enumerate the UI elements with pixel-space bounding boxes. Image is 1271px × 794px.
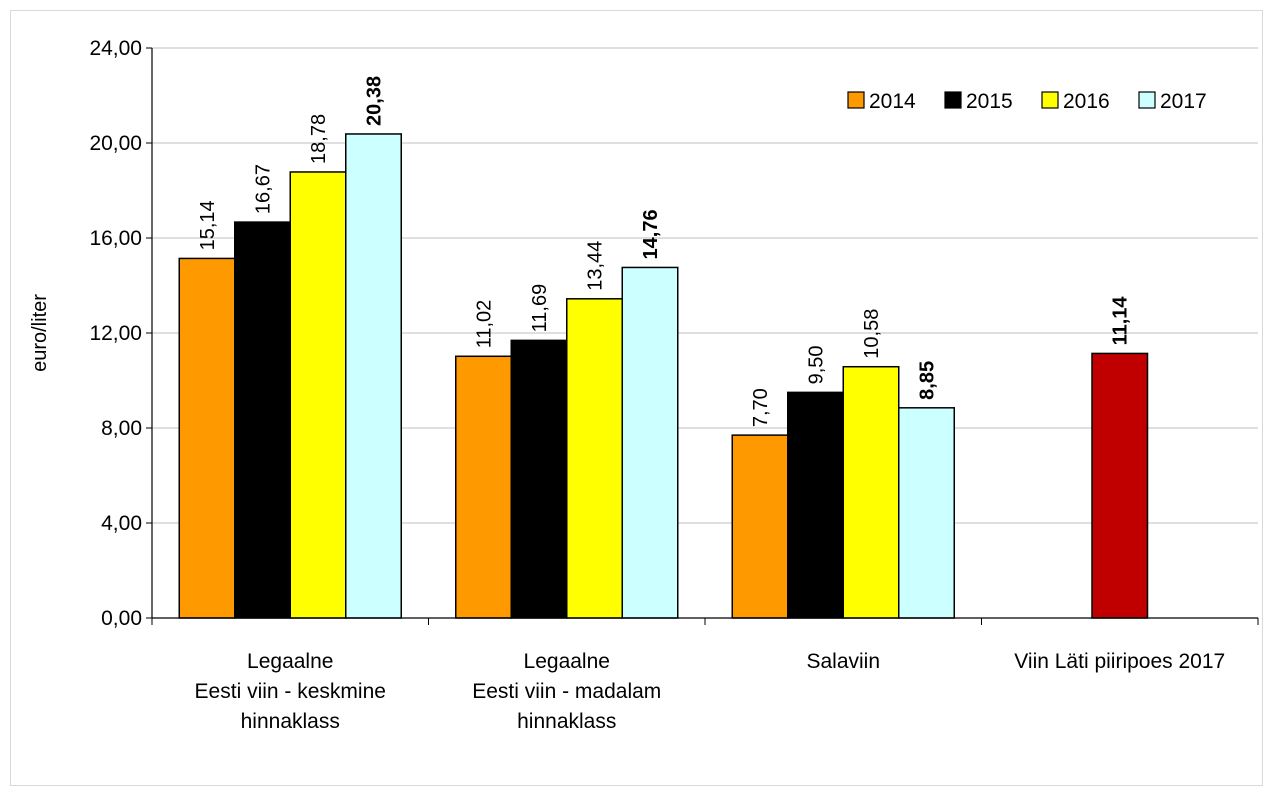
y-tick-label: 4,00 bbox=[101, 512, 142, 535]
x-category-label: Viin Läti piiripoes 2017 bbox=[1014, 650, 1225, 673]
data-label: 8,85 bbox=[917, 361, 939, 400]
bar-2016 bbox=[289, 171, 347, 619]
bar-latvia-2017 bbox=[1091, 352, 1149, 619]
data-label: 10,58 bbox=[861, 309, 883, 359]
legend-label: 2016 bbox=[1063, 90, 1110, 113]
bar-2015 bbox=[234, 221, 291, 619]
data-label: 11,02 bbox=[474, 300, 496, 349]
legend-swatch-2015 bbox=[944, 91, 962, 109]
axes: 0,00 4,00 8,00 12,00 16,00 20,00 24,00 Legaalne… bbox=[89, 37, 1259, 733]
bar-2014 bbox=[455, 355, 512, 619]
legend-swatch-2016 bbox=[1041, 91, 1059, 109]
y-tick-label: 24,00 bbox=[89, 37, 142, 60]
bar-2017 bbox=[898, 407, 955, 619]
data-label: 7,70 bbox=[750, 388, 772, 427]
y-tick-label: 20,00 bbox=[89, 132, 142, 155]
y-tick-label: 0,00 bbox=[101, 607, 142, 630]
bar-2017 bbox=[621, 266, 679, 619]
data-label: 18,78 bbox=[308, 114, 330, 164]
data-label: 14,76 bbox=[640, 209, 662, 259]
bar-2016 bbox=[842, 365, 900, 619]
bar-2015 bbox=[510, 339, 568, 619]
bar-2015 bbox=[787, 391, 844, 619]
bars bbox=[178, 133, 1149, 619]
data-label: 13,44 bbox=[585, 241, 607, 291]
data-label: 11,69 bbox=[529, 284, 551, 333]
x-category-label: Legaalne bbox=[524, 650, 610, 673]
x-category-label: Salaviin bbox=[806, 650, 880, 673]
bar-2014 bbox=[178, 257, 236, 619]
data-label: 20,38 bbox=[364, 76, 386, 126]
x-category-label: Eesti viin - keskmine bbox=[195, 680, 386, 703]
y-tick-label: 8,00 bbox=[101, 417, 142, 440]
data-label: 16,67 bbox=[253, 164, 275, 214]
legend: 2014 2015 2016 2017 bbox=[847, 90, 1207, 113]
legend-label: 2014 bbox=[869, 90, 916, 113]
x-category-label: hinnaklass bbox=[241, 710, 340, 733]
legend-swatch-2017 bbox=[1138, 91, 1156, 109]
x-category-label: hinnaklass bbox=[517, 710, 616, 733]
bar-2017 bbox=[345, 133, 402, 619]
legend-swatch-2014 bbox=[847, 91, 865, 109]
x-category-label: Eesti viin - madalam bbox=[472, 680, 661, 703]
y-tick-label: 16,00 bbox=[89, 227, 142, 250]
data-labels: 15,14 11,02 7,70 16,67 11,69 9,50 18,78 13,44 10… bbox=[197, 76, 1132, 427]
bar-2016 bbox=[566, 298, 623, 619]
bar-2014 bbox=[731, 434, 789, 619]
legend-label: 2015 bbox=[966, 90, 1013, 113]
data-label: 9,50 bbox=[806, 345, 828, 384]
data-label: 11,14 bbox=[1110, 296, 1132, 346]
y-axis-title: euro/liter bbox=[29, 294, 51, 372]
legend-label: 2017 bbox=[1160, 90, 1207, 113]
x-category-label: Legaalne bbox=[247, 650, 333, 673]
data-label: 15,14 bbox=[197, 200, 219, 250]
y-tick-label: 12,00 bbox=[89, 322, 142, 345]
